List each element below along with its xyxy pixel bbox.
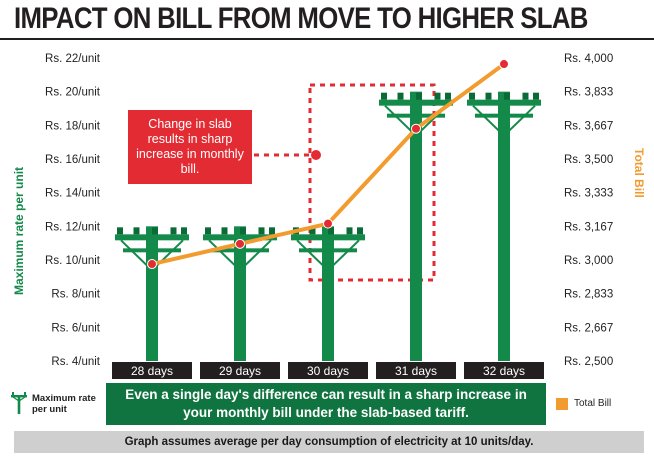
pole-crossarm — [115, 234, 189, 241]
slab-highlight-box — [308, 83, 436, 282]
footnote: Graph assumes average per day consumptio… — [14, 431, 644, 453]
y-axis-right-label: Total Bill — [632, 148, 646, 198]
y-tick-right-label: Rs. 2,667 — [564, 322, 613, 334]
pole-brace — [208, 239, 241, 272]
title-divider — [0, 38, 654, 40]
pole-brace — [503, 104, 536, 137]
pole-brace — [296, 239, 329, 272]
pole-insulator — [485, 92, 492, 100]
pole-insulator — [309, 227, 316, 235]
pole-insulator — [269, 227, 275, 235]
y-tick-right-label: Rs. 2,833 — [564, 289, 613, 301]
y-tick-right-label: Rs. 3,167 — [564, 221, 613, 233]
pole-insulator — [397, 92, 404, 100]
total-bill-point — [323, 218, 333, 229]
legend-pole-label: Maximum rate per unit — [32, 393, 96, 415]
y-tick-left-label: Rs. 20/unit — [45, 87, 101, 99]
pole-brace — [239, 239, 272, 272]
legend-pole: Maximum rate per unit — [8, 392, 100, 424]
x-tick-label: 28 days — [131, 364, 173, 378]
pole-crossarm — [467, 99, 541, 106]
y-tick-right-label: Rs. 3,333 — [564, 188, 613, 200]
y-tick-left-label: Rs. 18/unit — [45, 120, 101, 132]
y-axis-left-label: Maximum rate per unit — [12, 166, 26, 295]
pole-insulator — [357, 227, 363, 235]
total-bill-point — [411, 123, 421, 134]
pole-insulator — [522, 92, 529, 100]
slab-change-annotation: Change in slab results in sharp increase… — [128, 110, 252, 184]
x-tick-label: 30 days — [307, 364, 349, 378]
pole-insulator — [117, 227, 123, 235]
pole-brace — [384, 104, 417, 137]
pole-insulator — [133, 227, 140, 235]
pole-insulator — [445, 92, 451, 100]
pole-insulator — [434, 92, 441, 100]
pole-insulator — [170, 227, 177, 235]
pole-brace — [151, 239, 184, 272]
pole-insulator — [504, 92, 510, 100]
pole-lower-arm — [123, 248, 181, 253]
pole-shaft — [234, 226, 246, 361]
y-tick-right-label: Rs. 4,000 — [564, 53, 613, 65]
pole-brace — [120, 239, 153, 272]
pole-crossarm — [291, 234, 365, 241]
x-tick-label: 31 days — [395, 364, 437, 378]
day-label-tab — [288, 362, 368, 379]
pole-shaft — [498, 91, 510, 362]
y-tick-left-label: Rs. 16/unit — [45, 154, 101, 166]
day-label-tab — [200, 362, 280, 379]
y-tick-left-label: Rs. 8/unit — [51, 289, 100, 301]
y-tick-right-label: Rs. 3,833 — [564, 87, 613, 99]
y-tick-left-label: Rs. 4/unit — [51, 356, 100, 368]
pole-crossarm — [203, 234, 277, 241]
y-tick-right-label: Rs. 3,000 — [564, 255, 613, 267]
pole-shaft — [322, 226, 334, 361]
legend-total-bill-swatch — [556, 398, 568, 410]
y-tick-left-label: Rs. 14/unit — [45, 188, 101, 200]
pole-lower-arm — [387, 113, 445, 118]
y-tick-left-label: Rs. 10/unit — [45, 255, 101, 267]
pole-insulator — [416, 92, 422, 100]
y-tick-left-label: Rs. 22/unit — [45, 53, 101, 65]
pole-shaft — [410, 91, 422, 362]
total-bill-point — [147, 259, 157, 270]
total-bill-point — [235, 238, 245, 249]
y-tick-left-label: Rs. 6/unit — [51, 322, 100, 334]
annotation-connector-dot — [311, 150, 321, 160]
summary-banner: Even a single day's difference can resul… — [106, 383, 546, 425]
day-label-tab — [112, 362, 192, 379]
pole-insulator — [328, 227, 334, 235]
pole-insulator — [258, 227, 265, 235]
x-tick-label: 29 days — [219, 364, 261, 378]
pole-insulator — [381, 92, 387, 100]
legend-total-bill-label: Total Bill — [574, 398, 612, 409]
y-tick-right-label: Rs. 3,667 — [564, 120, 613, 132]
pole-insulator — [240, 227, 246, 235]
y-tick-right-label: Rs. 3,500 — [564, 154, 613, 166]
pole-insulator — [181, 227, 187, 235]
pole-insulator — [205, 227, 211, 235]
pole-insulator — [152, 227, 158, 235]
pole-lower-arm — [475, 113, 533, 118]
pole-shaft — [146, 226, 158, 361]
pole-insulator — [469, 92, 475, 100]
chart-title: IMPACT ON BILL FROM MOVE TO HIGHER SLAB — [14, 2, 588, 35]
pole-insulator — [346, 227, 353, 235]
y-tick-right-label: Rs. 2,500 — [564, 356, 613, 368]
pole-brace — [327, 239, 360, 272]
day-label-tab — [376, 362, 456, 379]
legend-total-bill: Total Bill — [556, 396, 652, 412]
total-bill-point — [499, 59, 509, 70]
pole-lower-arm — [299, 248, 357, 253]
day-label-tab — [464, 362, 544, 379]
pole-brace — [472, 104, 505, 137]
pole-crossarm — [379, 99, 453, 106]
pole-insulator — [221, 227, 228, 235]
pole-icon — [11, 392, 27, 414]
y-tick-left-label: Rs. 12/unit — [45, 221, 101, 233]
pole-insulator — [533, 92, 539, 100]
pole-lower-arm — [211, 248, 269, 253]
x-tick-label: 32 days — [483, 364, 525, 378]
